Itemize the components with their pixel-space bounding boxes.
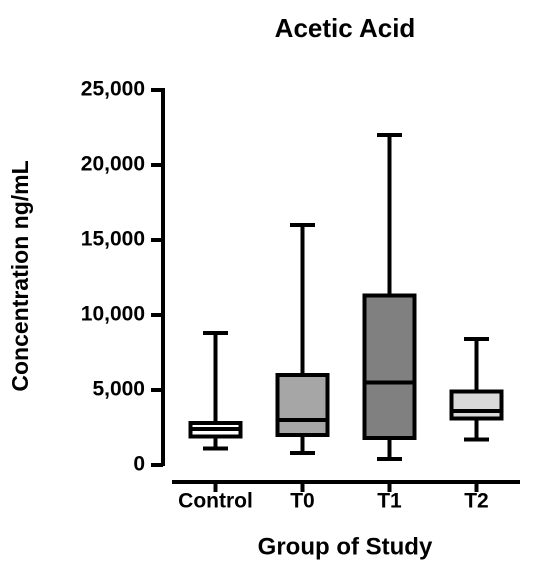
x-axis-label: Group of Study bbox=[258, 533, 433, 560]
box bbox=[362, 293, 417, 440]
y-axis-label: Concentration ng/mL bbox=[7, 160, 33, 391]
x-tick-label: Control bbox=[178, 490, 253, 513]
box bbox=[449, 389, 504, 421]
y-tick-label: 0 bbox=[133, 453, 145, 476]
x-tick-label: T1 bbox=[377, 490, 402, 513]
y-tick-label: 10,000 bbox=[81, 303, 145, 326]
box bbox=[275, 373, 330, 437]
y-tick-label: 15,000 bbox=[81, 228, 145, 251]
x-tick-label: T0 bbox=[290, 490, 315, 513]
x-tick-label: T2 bbox=[464, 490, 489, 513]
y-tick-label: 20,000 bbox=[81, 153, 145, 176]
y-tick-label: 25,000 bbox=[81, 78, 145, 101]
y-tick-label: 5,000 bbox=[92, 378, 145, 401]
chart-title: Acetic Acid bbox=[275, 13, 416, 43]
